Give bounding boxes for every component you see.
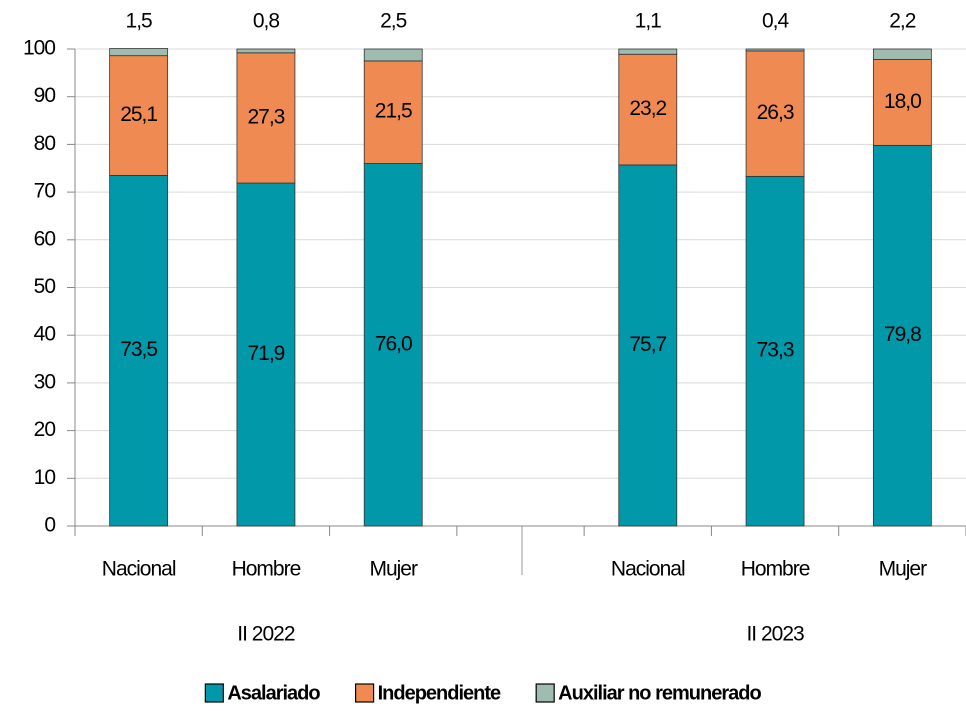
- y-tick-label: 100: [23, 37, 55, 60]
- y-tick-label: 20: [34, 418, 56, 441]
- data-label: 1,1: [635, 10, 662, 33]
- bar-segment: [363, 60, 423, 164]
- bar-segment: [618, 164, 678, 527]
- bar-segment: [109, 48, 169, 57]
- legend-swatch: [354, 683, 375, 703]
- data-label: 27,3: [247, 105, 284, 128]
- data-label: 1,5: [126, 10, 153, 33]
- legend-swatch: [535, 683, 555, 703]
- y-tick-label: 60: [34, 227, 56, 250]
- bar-segment: [745, 50, 805, 177]
- data-label: 0,4: [762, 10, 790, 33]
- x-tick-label: Nacional: [611, 558, 685, 581]
- data-label: 23,2: [629, 97, 666, 120]
- bar-segment: [109, 175, 169, 527]
- data-label: 76,0: [375, 332, 412, 355]
- y-tick-label: 10: [34, 466, 56, 489]
- data-label: 71,9: [247, 342, 284, 365]
- data-label: 73,5: [120, 338, 157, 361]
- data-label: 25,1: [120, 103, 157, 126]
- bar-segment: [872, 59, 932, 146]
- group-label: II 2022: [237, 623, 295, 646]
- bar-segment: [618, 48, 678, 55]
- data-label: 79,8: [884, 323, 921, 346]
- bar-segment: [236, 48, 296, 54]
- x-tick-label: Nacional: [102, 558, 176, 581]
- data-label: 2,5: [380, 10, 407, 33]
- bar-segment: [872, 144, 932, 527]
- x-tick-label: Mujer: [879, 558, 928, 581]
- data-label: 75,7: [629, 333, 666, 356]
- data-label: 21,5: [375, 100, 412, 123]
- data-label: 2,2: [889, 10, 916, 33]
- bar-segment: [363, 48, 423, 62]
- bar-segment: [363, 163, 423, 527]
- y-tick-label: 50: [34, 275, 56, 298]
- data-label: 18,0: [884, 90, 921, 113]
- legend-label: Independiente: [378, 682, 501, 704]
- bar-segment: [872, 48, 932, 60]
- group-label: II 2023: [746, 623, 804, 646]
- data-label: 0,8: [253, 10, 280, 33]
- data-label: 26,3: [757, 101, 794, 124]
- y-tick-label: 40: [34, 323, 56, 346]
- y-tick-label: 0: [44, 514, 55, 537]
- data-label: 73,3: [757, 339, 794, 362]
- y-tick-label: 90: [34, 84, 56, 107]
- legend-swatch: [204, 683, 224, 703]
- y-tick-label: 70: [34, 180, 56, 203]
- bar-segment: [618, 53, 678, 166]
- x-tick-label: Hombre: [741, 558, 810, 581]
- x-tick-label: Hombre: [232, 558, 301, 581]
- bar-segment: [236, 182, 296, 527]
- legend-label: Auxiliar no remunerado: [558, 682, 761, 704]
- bar-segment: [745, 175, 805, 527]
- bar-segment: [109, 55, 169, 176]
- y-tick-label: 80: [34, 132, 56, 155]
- x-tick-label: Mujer: [369, 558, 418, 581]
- bar-segment: [745, 48, 805, 52]
- y-tick-label: 30: [34, 370, 56, 393]
- legend-label: Asalariado: [227, 682, 320, 704]
- bar-segment: [236, 52, 296, 184]
